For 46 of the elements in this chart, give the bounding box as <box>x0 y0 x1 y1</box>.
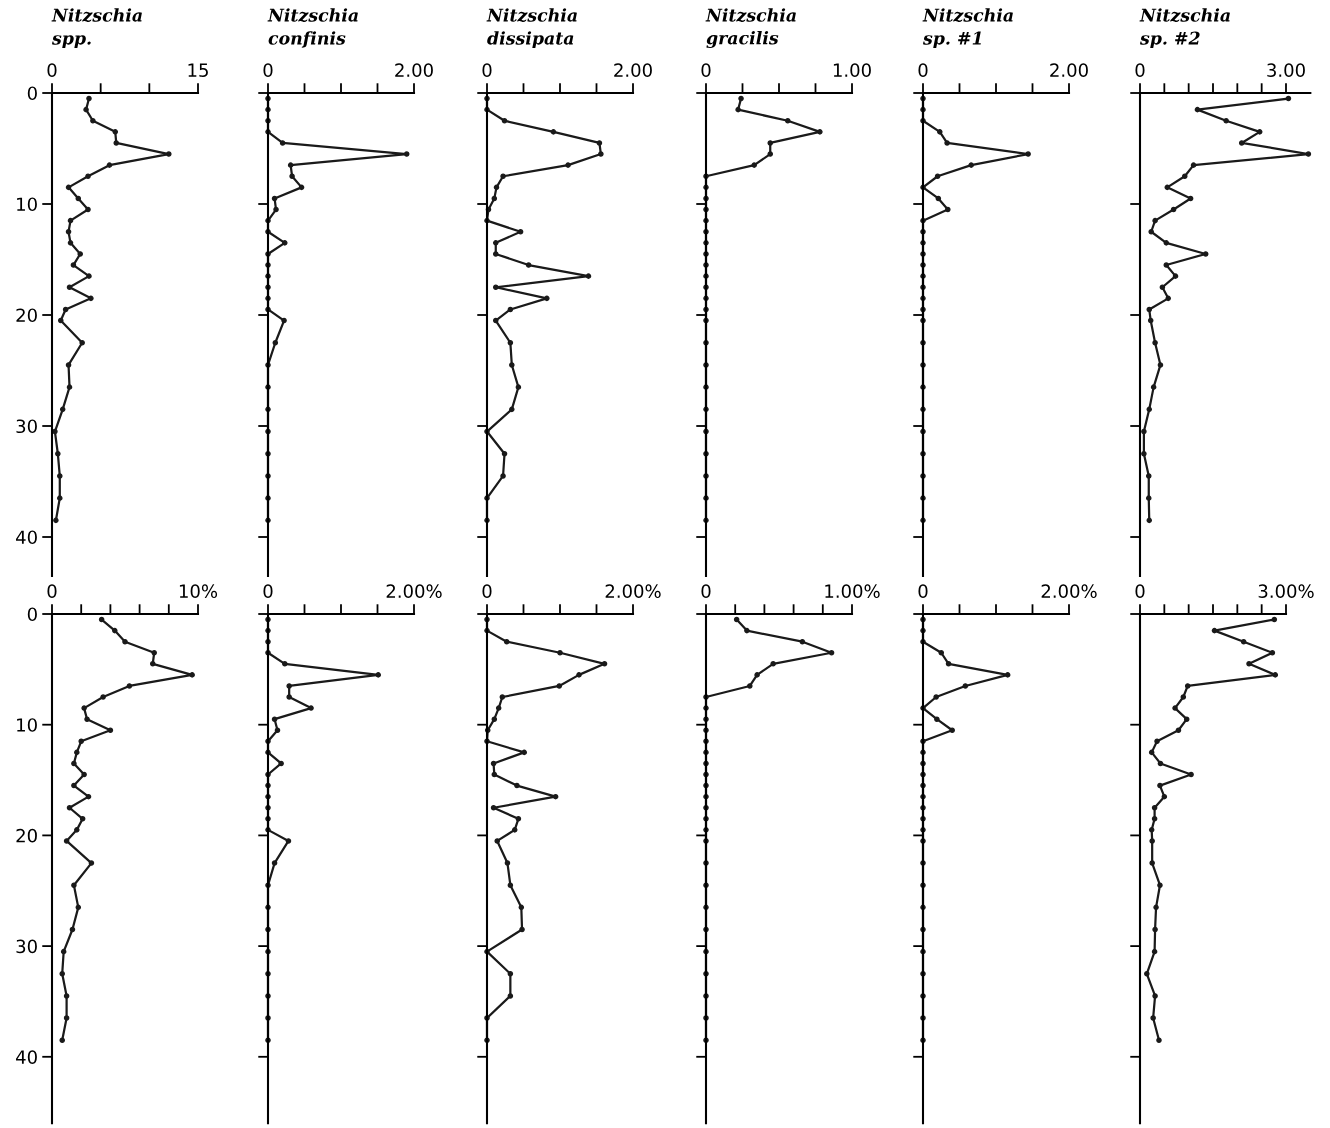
x-tick-label: 0 <box>918 584 928 598</box>
y-tick-label: 40 <box>16 530 37 545</box>
x-tick-label: 0 <box>701 63 711 77</box>
chart-title: Nitzschia <box>705 8 796 23</box>
y-tick-label: 10 <box>17 718 37 732</box>
x-tick-label: 0 <box>47 63 57 77</box>
chart-subtitle: spp. <box>51 35 91 48</box>
chart-title: Nitzschia <box>922 8 1013 23</box>
x-tick-label: 1.00% <box>825 584 880 598</box>
y-tick-label: 0 <box>27 607 37 622</box>
x-tick-label: 2.00% <box>1041 584 1097 598</box>
y-tick-label: 20 <box>16 308 37 323</box>
chart-subtitle: dissipata <box>487 31 574 48</box>
x-tick-label: 0 <box>482 584 492 598</box>
chart-title: Nitzschia <box>51 8 142 23</box>
y-tick-label: 0 <box>27 86 37 101</box>
x-tick-label: 0 <box>1135 584 1145 598</box>
x-tick-label: 3.00% <box>1258 584 1314 598</box>
x-tick-label: 2.00 <box>395 63 433 77</box>
chart-subtitle: confinis <box>268 31 346 48</box>
y-tick-label: 30 <box>16 939 37 954</box>
chart-title: Nitzschia <box>267 8 358 23</box>
y-tick-label: 20 <box>16 828 37 843</box>
x-tick-label: 0 <box>482 63 492 77</box>
x-tick-label: 2.00% <box>386 584 442 598</box>
chart-subtitle: sp. #2 <box>1139 31 1200 48</box>
x-tick-label: 2.00 <box>614 63 652 77</box>
x-tick-label: 10% <box>179 584 218 598</box>
y-tick-label: 30 <box>16 419 37 434</box>
chart-subtitle: sp. #1 <box>922 31 981 48</box>
y-tick-label: 40 <box>16 1050 37 1064</box>
x-tick-label: 0 <box>47 584 57 598</box>
x-tick-label: 0 <box>701 584 711 598</box>
x-tick-label: 0 <box>918 63 928 77</box>
x-tick-label: 0 <box>263 584 273 598</box>
x-tick-label: 3.00 <box>1267 63 1305 77</box>
x-tick-label: 2.00 <box>1050 63 1088 77</box>
chart-subtitle: gracilis <box>706 30 779 48</box>
x-tick-label: 2.00% <box>605 584 661 598</box>
x-tick-label: 0 <box>263 63 273 77</box>
chart-title: Nitzschia <box>1139 8 1230 23</box>
x-tick-label: 15 <box>188 63 208 77</box>
chart-title: Nitzschia <box>486 8 577 23</box>
x-tick-label: 0 <box>1135 63 1145 77</box>
x-tick-label: 1.00 <box>833 63 871 77</box>
y-tick-label: 10 <box>17 197 37 212</box>
